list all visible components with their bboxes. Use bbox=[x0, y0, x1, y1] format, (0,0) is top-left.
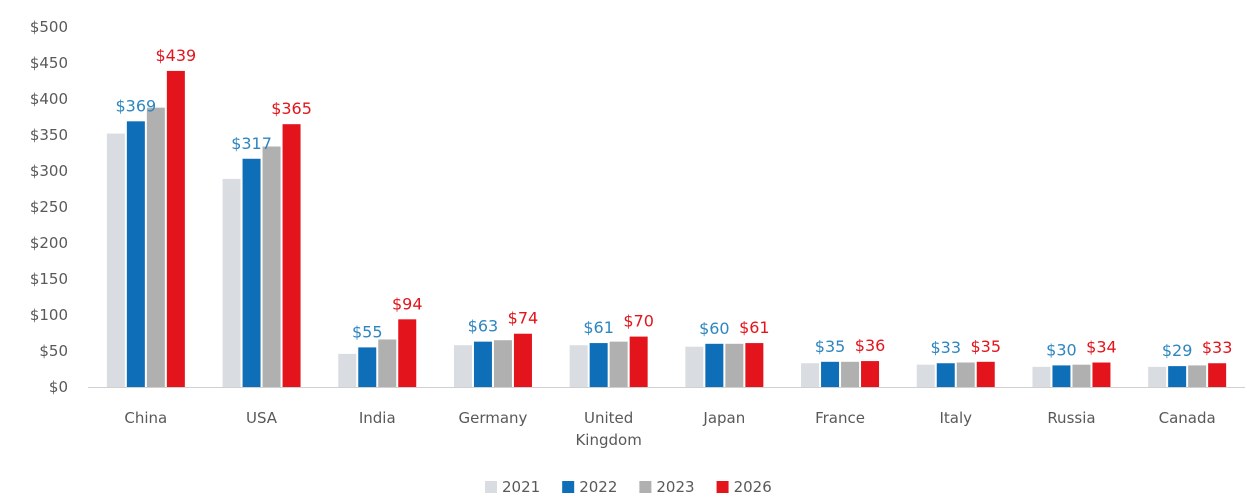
legend-swatch bbox=[639, 481, 652, 493]
bar bbox=[398, 319, 417, 387]
data-label: $33 bbox=[930, 338, 961, 357]
bar bbox=[106, 133, 125, 387]
y-tick-label: $300 bbox=[30, 162, 68, 180]
data-labels: $369 $317 $55 $63 $61 $60 $35 $33 $30 $29 $439 $365… bbox=[115, 46, 1232, 360]
data-label: $60 bbox=[699, 319, 730, 338]
legend-label: 2026 bbox=[734, 478, 772, 496]
data-label: $35 bbox=[970, 337, 1001, 356]
bars bbox=[106, 70, 1227, 388]
y-tick-label: $500 bbox=[30, 18, 68, 36]
data-label: $369 bbox=[115, 96, 156, 115]
bar bbox=[126, 121, 145, 387]
bar bbox=[569, 345, 588, 387]
bar bbox=[338, 353, 357, 387]
data-label: $365 bbox=[271, 99, 312, 118]
bar bbox=[1168, 366, 1187, 387]
category-label: USA bbox=[246, 409, 278, 427]
bar bbox=[453, 345, 472, 387]
data-label: $63 bbox=[468, 317, 499, 336]
data-label: $29 bbox=[1162, 341, 1193, 360]
y-tick-label: $400 bbox=[30, 90, 68, 108]
bar bbox=[493, 340, 512, 387]
data-label: $61 bbox=[739, 318, 770, 337]
bar bbox=[242, 158, 261, 387]
bar bbox=[976, 361, 995, 387]
bar bbox=[936, 363, 955, 387]
bar bbox=[473, 341, 492, 387]
x-axis: China USA India Germany United Kingdom Japan Fr… bbox=[124, 409, 1215, 449]
category-label: United Kingdom bbox=[575, 409, 641, 449]
bar bbox=[222, 178, 241, 387]
bar bbox=[1148, 366, 1167, 387]
category-label: Italy bbox=[939, 409, 972, 427]
data-label: $70 bbox=[623, 312, 654, 331]
y-tick-label: $350 bbox=[30, 126, 68, 144]
bar bbox=[801, 363, 820, 387]
category-label: Canada bbox=[1159, 409, 1216, 427]
category-label: Germany bbox=[458, 409, 527, 427]
bar bbox=[916, 364, 935, 387]
data-label: $439 bbox=[155, 46, 196, 65]
bar bbox=[629, 336, 648, 387]
bar bbox=[1092, 362, 1111, 387]
bar bbox=[378, 339, 397, 387]
bar bbox=[725, 343, 744, 387]
data-label: $36 bbox=[855, 336, 886, 355]
bar bbox=[956, 362, 975, 387]
data-label: $35 bbox=[815, 337, 846, 356]
data-label: $61 bbox=[583, 318, 614, 337]
bar bbox=[685, 346, 704, 387]
data-label: $55 bbox=[352, 322, 383, 341]
y-axis: $0 $50 $100 $150 $200 $250 $300 $350 $400 $450 $50… bbox=[30, 18, 68, 396]
bar bbox=[1052, 365, 1071, 387]
bar bbox=[146, 107, 165, 387]
data-label: $33 bbox=[1202, 338, 1233, 357]
category-label: France bbox=[815, 409, 865, 427]
y-tick-label: $100 bbox=[30, 306, 68, 324]
category-label: Japan bbox=[702, 409, 745, 427]
bar bbox=[282, 124, 301, 387]
y-tick-label: $50 bbox=[39, 342, 68, 360]
bar bbox=[262, 146, 281, 387]
bar bbox=[609, 341, 628, 387]
bar bbox=[589, 343, 608, 387]
bar bbox=[821, 361, 840, 387]
bar bbox=[841, 361, 860, 387]
legend-swatch bbox=[716, 481, 729, 493]
y-tick-label: $250 bbox=[30, 198, 68, 216]
bar bbox=[1188, 365, 1207, 387]
data-label: $30 bbox=[1046, 340, 1077, 359]
y-tick-label: $200 bbox=[30, 234, 68, 252]
data-label: $94 bbox=[392, 294, 423, 313]
bar bbox=[861, 361, 880, 387]
legend-label: 2022 bbox=[579, 478, 617, 496]
legend-swatch bbox=[485, 481, 497, 493]
data-label: $74 bbox=[508, 309, 539, 328]
y-tick-label: $450 bbox=[30, 54, 68, 72]
bar bbox=[745, 343, 764, 387]
data-label: $317 bbox=[231, 134, 272, 153]
legend-label: 2021 bbox=[502, 478, 540, 496]
category-label: Russia bbox=[1047, 409, 1095, 427]
bar bbox=[1072, 364, 1091, 387]
bar bbox=[1208, 363, 1227, 387]
legend-swatch bbox=[562, 481, 575, 493]
y-tick-label: $0 bbox=[49, 378, 68, 396]
bar bbox=[166, 70, 185, 388]
data-label: $34 bbox=[1086, 338, 1117, 357]
category-label: China bbox=[124, 409, 167, 427]
y-tick-label: $150 bbox=[30, 270, 68, 288]
bar bbox=[705, 343, 724, 387]
bar bbox=[358, 347, 377, 387]
bar bbox=[513, 333, 532, 387]
legend-label: 2023 bbox=[656, 478, 694, 496]
bar bbox=[1032, 366, 1051, 387]
category-label: India bbox=[359, 409, 396, 427]
legend: 2021 2022 2023 2026 bbox=[485, 478, 772, 496]
